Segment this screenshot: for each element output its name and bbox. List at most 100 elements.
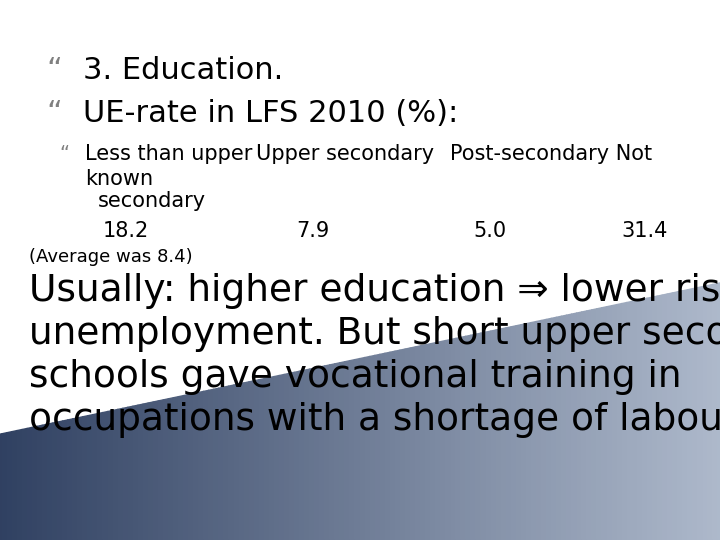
Polygon shape	[415, 346, 420, 540]
Polygon shape	[632, 300, 637, 540]
Polygon shape	[602, 307, 607, 540]
Text: 18.2: 18.2	[103, 221, 149, 241]
Polygon shape	[446, 340, 451, 540]
Text: 7.9: 7.9	[297, 221, 330, 241]
Polygon shape	[108, 410, 113, 540]
Polygon shape	[153, 401, 158, 540]
Text: “: “	[47, 56, 63, 85]
Polygon shape	[461, 336, 466, 540]
Polygon shape	[279, 374, 284, 540]
Text: Post-secondary Not: Post-secondary Not	[450, 144, 652, 164]
Polygon shape	[637, 299, 642, 540]
Polygon shape	[713, 284, 718, 540]
Polygon shape	[68, 419, 73, 540]
Polygon shape	[234, 384, 239, 540]
Polygon shape	[667, 293, 672, 540]
Polygon shape	[48, 423, 53, 540]
Polygon shape	[617, 303, 622, 540]
Polygon shape	[703, 286, 708, 540]
Text: 3. Education.: 3. Education.	[83, 56, 283, 85]
Polygon shape	[587, 310, 592, 540]
Polygon shape	[32, 426, 37, 540]
Polygon shape	[370, 355, 375, 540]
Polygon shape	[718, 282, 720, 540]
Polygon shape	[179, 396, 184, 540]
Text: secondary: secondary	[98, 191, 206, 211]
Polygon shape	[209, 389, 214, 540]
Polygon shape	[37, 425, 42, 540]
Polygon shape	[466, 335, 471, 540]
Polygon shape	[239, 383, 244, 540]
Polygon shape	[385, 352, 390, 540]
Polygon shape	[471, 334, 476, 540]
Polygon shape	[652, 296, 657, 540]
Polygon shape	[496, 329, 501, 540]
Polygon shape	[597, 308, 602, 540]
Polygon shape	[431, 343, 436, 540]
Polygon shape	[194, 393, 199, 540]
Polygon shape	[189, 394, 194, 540]
Polygon shape	[315, 367, 320, 540]
Polygon shape	[284, 373, 289, 540]
Polygon shape	[657, 295, 662, 540]
Polygon shape	[300, 370, 305, 540]
Polygon shape	[607, 306, 612, 540]
Polygon shape	[390, 351, 395, 540]
Polygon shape	[143, 403, 148, 540]
Polygon shape	[204, 390, 209, 540]
Polygon shape	[350, 360, 355, 540]
Polygon shape	[289, 372, 294, 540]
Polygon shape	[27, 427, 32, 540]
Polygon shape	[693, 288, 698, 540]
Text: unemployment. But short upper secondary: unemployment. But short upper secondary	[29, 316, 720, 352]
Text: 5.0: 5.0	[473, 221, 506, 241]
Text: known: known	[85, 169, 153, 190]
Polygon shape	[133, 405, 138, 540]
Polygon shape	[229, 385, 234, 540]
Polygon shape	[224, 386, 229, 540]
Polygon shape	[557, 316, 562, 540]
Polygon shape	[2, 433, 7, 540]
Polygon shape	[698, 287, 703, 540]
Polygon shape	[98, 413, 103, 540]
Polygon shape	[546, 319, 552, 540]
Polygon shape	[335, 363, 340, 540]
Text: Upper secondary: Upper secondary	[256, 144, 433, 164]
Polygon shape	[380, 353, 385, 540]
Polygon shape	[168, 398, 174, 540]
Polygon shape	[254, 380, 259, 540]
Polygon shape	[22, 428, 27, 540]
Polygon shape	[405, 348, 410, 540]
Polygon shape	[612, 305, 617, 540]
Polygon shape	[294, 372, 300, 540]
Polygon shape	[662, 294, 667, 540]
Polygon shape	[486, 331, 491, 540]
Text: “: “	[47, 99, 63, 128]
Text: “: “	[60, 144, 70, 164]
Polygon shape	[622, 302, 627, 540]
Polygon shape	[163, 399, 168, 540]
Polygon shape	[627, 301, 632, 540]
Polygon shape	[688, 289, 693, 540]
Polygon shape	[158, 400, 163, 540]
Polygon shape	[113, 409, 118, 540]
Polygon shape	[456, 338, 461, 540]
Polygon shape	[683, 290, 688, 540]
Polygon shape	[582, 311, 587, 540]
Polygon shape	[426, 344, 431, 540]
Polygon shape	[340, 362, 345, 540]
Polygon shape	[360, 357, 365, 540]
Polygon shape	[531, 321, 536, 540]
Polygon shape	[128, 406, 133, 540]
Polygon shape	[562, 315, 567, 540]
Polygon shape	[330, 364, 335, 540]
Polygon shape	[138, 404, 143, 540]
Polygon shape	[42, 424, 48, 540]
Polygon shape	[325, 365, 330, 540]
Polygon shape	[375, 354, 380, 540]
Polygon shape	[451, 339, 456, 540]
Polygon shape	[219, 387, 224, 540]
Polygon shape	[365, 356, 370, 540]
Polygon shape	[572, 313, 577, 540]
Polygon shape	[410, 347, 415, 540]
